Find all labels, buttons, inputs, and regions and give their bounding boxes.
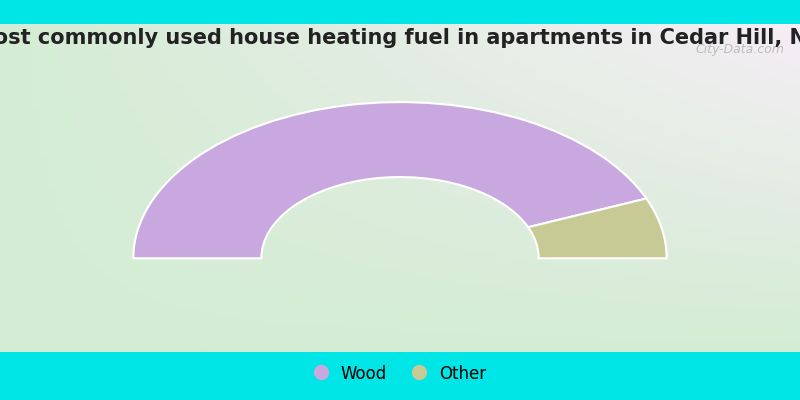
Wedge shape xyxy=(134,102,646,258)
Legend: Wood, Other: Wood, Other xyxy=(306,357,494,391)
Wedge shape xyxy=(528,198,666,258)
Text: Most commonly used house heating fuel in apartments in Cedar Hill, NM: Most commonly used house heating fuel in… xyxy=(0,28,800,48)
Text: City-Data.com: City-Data.com xyxy=(695,43,784,56)
